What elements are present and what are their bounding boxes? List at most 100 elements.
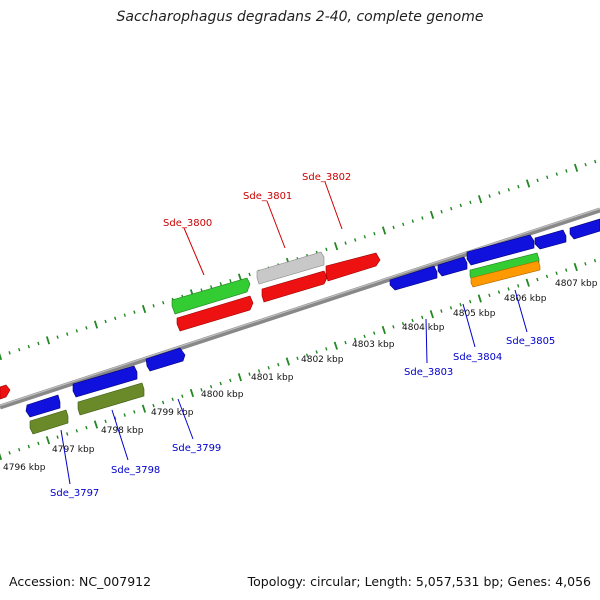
genome-summary-text: Topology: circular; Length: 5,057,531 bp… <box>247 574 591 589</box>
gene-label[interactable]: Sde_3800 <box>163 218 212 229</box>
scale-tick <box>411 318 414 323</box>
gene-arrow-blue[interactable] <box>569 218 600 240</box>
scale-tick <box>181 394 184 398</box>
scale-tick <box>93 420 99 429</box>
gene-label[interactable]: Sde_3804 <box>453 352 502 363</box>
scale-tick <box>497 290 501 294</box>
scale-tick <box>75 429 78 433</box>
scale-tick <box>209 384 213 389</box>
scale-tick <box>555 271 558 276</box>
scale-tick <box>0 353 3 361</box>
scale-tick <box>469 299 472 304</box>
scale-tick <box>93 320 99 329</box>
gene-arrow-red[interactable] <box>0 384 11 400</box>
gene-box-orange[interactable] <box>470 260 541 288</box>
gene-box-olive[interactable] <box>29 409 69 435</box>
gene-arrow-blue[interactable] <box>466 234 535 266</box>
kbp-label: 4797 kbp <box>52 445 95 455</box>
scale-tick <box>565 169 568 173</box>
gene-arrow-blue[interactable] <box>437 256 468 277</box>
scale-tick <box>0 453 3 461</box>
scale-tick <box>37 441 40 446</box>
scale-tick <box>546 175 549 180</box>
gene-box-olive[interactable] <box>77 382 145 416</box>
scale-tick <box>402 222 405 227</box>
scale-tick <box>37 341 40 346</box>
gene-label[interactable]: Sde_3797 <box>50 488 99 499</box>
scale-tick <box>305 353 309 357</box>
scale-tick <box>421 216 424 220</box>
kbp-label: 4796 kbp <box>3 463 46 473</box>
scale-tick <box>593 258 597 263</box>
accession-text: Accession: NC_007912 <box>9 574 152 589</box>
scale-tick <box>363 334 366 339</box>
label-leader-line <box>183 227 205 276</box>
kbp-label: 4800 kbp <box>201 390 244 400</box>
scale-tick <box>429 310 434 319</box>
gene-arrow-red[interactable] <box>261 270 328 303</box>
scale-tick <box>18 347 21 352</box>
kbp-label: 4801 kbp <box>251 373 294 383</box>
gene-label[interactable]: Sde_3805 <box>506 336 555 347</box>
scale-tick <box>392 225 395 230</box>
scale-tick <box>401 321 405 326</box>
scale-tick <box>488 194 491 198</box>
scale-tick <box>248 272 251 277</box>
scale-tick <box>344 340 347 345</box>
label-leader-line <box>111 409 129 461</box>
scale-tick <box>536 178 539 183</box>
scale-tick <box>75 329 78 333</box>
gene-label[interactable]: Sde_3802 <box>302 172 351 183</box>
genome-backbone <box>0 207 600 410</box>
scale-tick <box>219 381 222 386</box>
scale-tick <box>545 274 549 279</box>
gene-arrow-blue[interactable] <box>534 229 567 250</box>
scale-tick <box>85 425 88 430</box>
scale-tick <box>237 373 242 382</box>
scale-tick <box>248 372 251 376</box>
scale-tick <box>66 432 69 436</box>
scale-tick <box>219 282 222 286</box>
scale-tick <box>333 242 339 251</box>
scale-tick <box>507 188 510 192</box>
label-leader-line <box>177 398 194 440</box>
scale-tick <box>18 447 21 452</box>
gene-label[interactable]: Sde_3799 <box>172 443 221 454</box>
gene-arrow-green[interactable] <box>171 277 251 315</box>
label-leader-line <box>514 289 528 333</box>
scale-tick <box>229 278 232 283</box>
scale-tick <box>440 209 443 214</box>
gene-label[interactable]: Sde_3803 <box>404 367 453 378</box>
scale-tick <box>363 235 366 239</box>
gene-arrow-red[interactable] <box>176 295 254 332</box>
scale-tick <box>171 397 174 402</box>
scale-tick <box>498 191 501 195</box>
gene-label[interactable]: Sde_3801 <box>243 191 292 202</box>
scale-tick <box>152 403 155 408</box>
gene-arrow-blue[interactable] <box>389 265 438 291</box>
scale-tick <box>584 162 587 167</box>
scale-tick <box>555 172 558 176</box>
scale-tick <box>450 206 453 211</box>
gene-arrow-blue[interactable] <box>25 394 61 418</box>
scale-tick <box>45 436 51 445</box>
label-leader-line <box>324 181 343 230</box>
scale-tick <box>411 219 414 223</box>
label-leader-line <box>266 200 286 249</box>
scale-tick <box>267 366 270 370</box>
scale-tick <box>594 159 597 164</box>
scale-tick <box>536 277 539 282</box>
scale-tick <box>257 369 261 373</box>
kbp-label: 4807 kbp <box>555 279 598 289</box>
kbp-label: 4802 kbp <box>301 355 344 365</box>
scale-tick <box>133 310 136 314</box>
gene-arrow-blue[interactable] <box>145 347 186 372</box>
scale-tick <box>66 332 69 336</box>
gene-label[interactable]: Sde_3798 <box>111 465 160 476</box>
scale-tick <box>104 419 107 424</box>
scale-tick <box>56 335 59 339</box>
gene-box-gray[interactable] <box>256 251 325 285</box>
gene-arrow-blue[interactable] <box>72 365 138 398</box>
gene-arrow-red[interactable] <box>325 252 381 282</box>
